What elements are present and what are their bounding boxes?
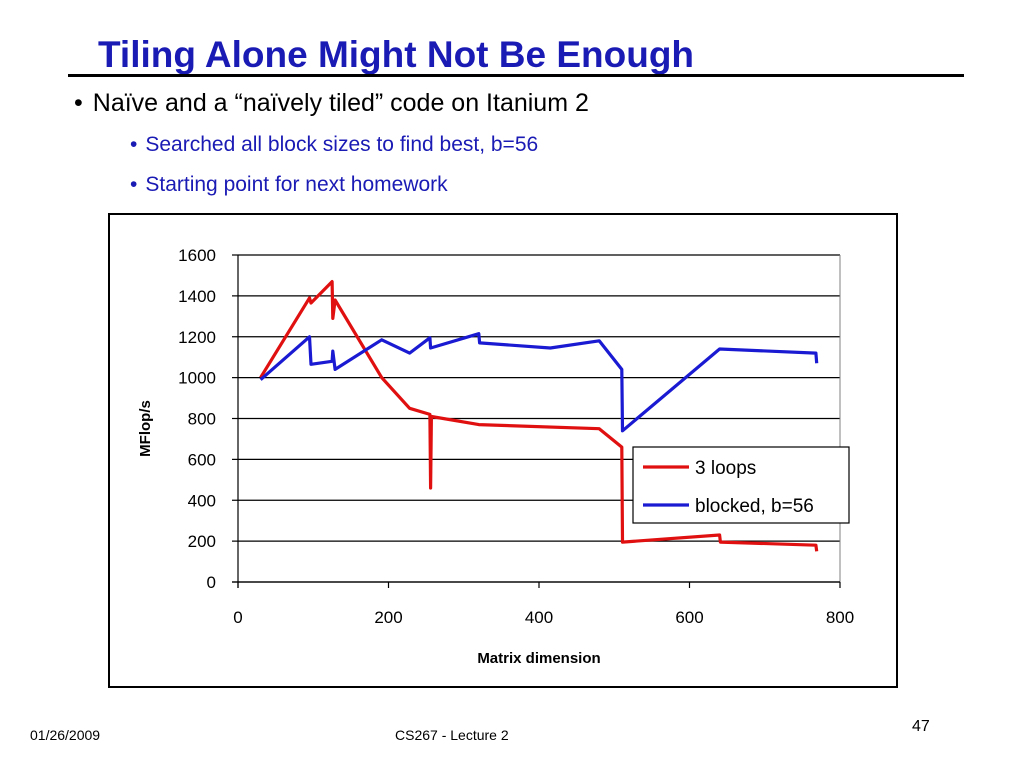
bullet-3: • Starting point for next homework: [130, 170, 448, 200]
legend-label: 3 loops: [695, 458, 756, 479]
x-tick-label: 400: [525, 608, 553, 627]
y-tick-label: 600: [188, 450, 216, 469]
y-axis-title: MFlop/s: [137, 400, 154, 457]
slide-title: Tiling Alone Might Not Be Enough: [98, 34, 695, 75]
x-tick-label: 200: [374, 608, 402, 627]
footer-course: CS267 - Lecture 2: [395, 727, 509, 743]
x-tick-label: 800: [826, 608, 854, 627]
bullet-3-text: Starting point for next homework: [145, 173, 448, 196]
y-tick-label: 1000: [178, 369, 216, 388]
x-tick-label: 600: [675, 608, 703, 627]
bullet-1: • Naïve and a “naïvely tiled” code on Ita…: [74, 86, 589, 120]
y-tick-label: 800: [188, 410, 216, 429]
y-tick-label: 1400: [178, 287, 216, 306]
bullet-dot: •: [74, 89, 83, 117]
bullet-2-text: Searched all block sizes to find best, b…: [145, 133, 539, 156]
legend-box: [632, 446, 850, 524]
legend-label: blocked, b=56: [695, 496, 814, 517]
y-tick-label: 1200: [178, 328, 216, 347]
series-line-three-loops: [259, 279, 819, 552]
y-tick-label: 1600: [178, 246, 216, 265]
y-tick-label: 400: [188, 491, 216, 510]
title-underline: [68, 74, 964, 77]
chart-frame: 0 200 400 600 800 1000 1200 1400 1600 0 200 400 600 8…: [108, 213, 898, 688]
footer-date: 01/26/2009: [30, 727, 101, 743]
bullet-1-text: Naïve and a “naïvely tiled” code on Itan…: [92, 89, 589, 117]
bullet-2: • Searched all block sizes to find best, …: [130, 130, 538, 160]
bullet-dot: •: [130, 133, 138, 156]
line-chart: 0 200 400 600 800 1000 1200 1400 1600 0 200 400 600 8…: [137, 246, 854, 667]
y-tick-label: 200: [188, 532, 216, 551]
y-tick-label: 0: [207, 573, 216, 592]
x-tick-label: 0: [233, 608, 242, 627]
footer-page-number: 47: [912, 718, 930, 735]
series-line-blocked: [259, 332, 819, 433]
bullet-dot: •: [130, 173, 138, 196]
x-axis-title: Matrix dimension: [477, 650, 600, 667]
